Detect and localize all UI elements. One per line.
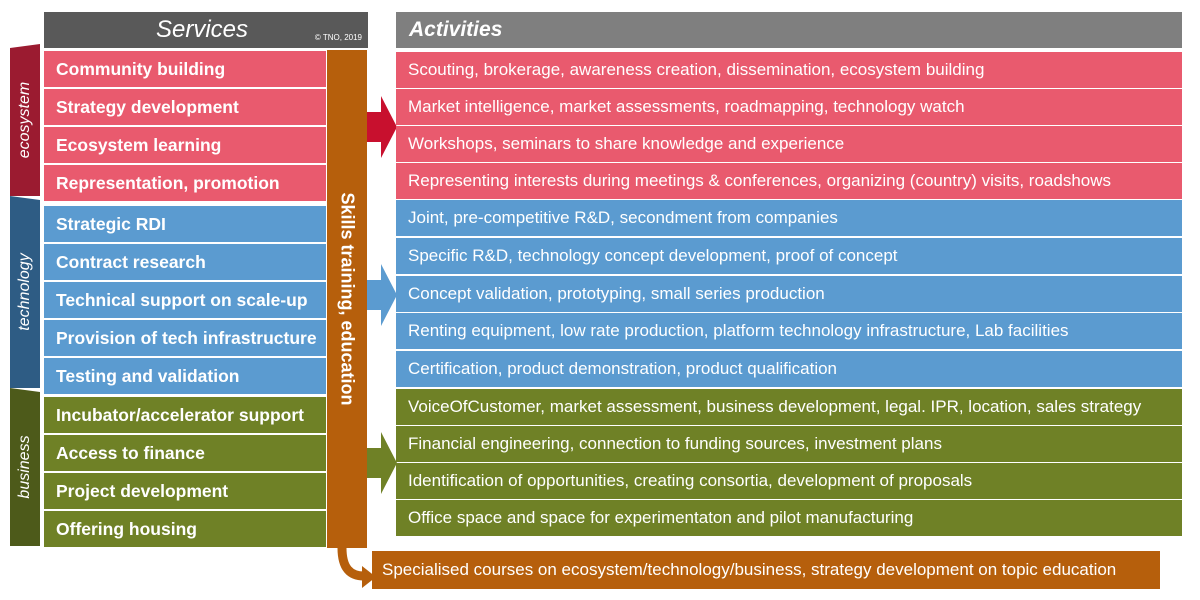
service-contract-research: Contract research bbox=[44, 244, 326, 280]
service-technical-support: Technical support on scale-up bbox=[44, 282, 326, 318]
category-technology-label: technology bbox=[16, 253, 33, 331]
technology-arrow-icon bbox=[367, 264, 397, 326]
category-technology-bar bbox=[10, 196, 40, 388]
activity-certification: Certification, product demonstration, pr… bbox=[396, 351, 1182, 387]
business-arrow-icon bbox=[367, 432, 397, 494]
activities-header: Activities bbox=[396, 12, 1182, 48]
service-community-building: Community building bbox=[44, 51, 326, 87]
activity-renting-equipment: Renting equipment, low rate production, … bbox=[396, 313, 1182, 349]
service-incubator-support: Incubator/accelerator support bbox=[44, 397, 326, 433]
services-title: Services bbox=[156, 16, 249, 43]
services-header: Services © TNO, 2019 bbox=[44, 12, 368, 48]
service-access-to-finance: Access to finance bbox=[44, 435, 326, 471]
service-tech-infrastructure: Provision of tech infrastructure bbox=[44, 320, 326, 356]
category-business: business bbox=[10, 388, 40, 546]
activity-workshops: Workshops, seminars to share knowledge a… bbox=[396, 126, 1182, 162]
service-representation-promotion: Representation, promotion bbox=[44, 165, 326, 201]
service-testing-validation: Testing and validation bbox=[44, 358, 326, 394]
courses-curved-arrow-icon bbox=[337, 547, 376, 588]
activity-scouting: Scouting, brokerage, awareness creation,… bbox=[396, 52, 1182, 88]
specialised-courses-bar: Specialised courses on ecosystem/technol… bbox=[372, 551, 1160, 589]
service-ecosystem-learning: Ecosystem learning bbox=[44, 127, 326, 163]
activity-specific-rd: Specific R&D, technology concept develop… bbox=[396, 238, 1182, 274]
activity-joint-rd: Joint, pre-competitive R&D, secondment f… bbox=[396, 200, 1182, 236]
category-ecosystem-bar bbox=[10, 44, 40, 196]
skills-training-column: Skills training, education bbox=[327, 50, 367, 548]
activity-financial-engineering: Financial engineering, connection to fun… bbox=[396, 426, 1182, 462]
category-business-label: business bbox=[16, 435, 33, 499]
skills-training-label: Skills training, education bbox=[337, 192, 358, 406]
activity-office-space: Office space and space for experimentato… bbox=[396, 500, 1182, 536]
activity-identification-opportunities: Identification of opportunities, creatin… bbox=[396, 463, 1182, 499]
category-ecosystem-label: ecosystem bbox=[16, 81, 33, 159]
activities-title: Activities bbox=[409, 18, 503, 41]
category-business-bar bbox=[10, 388, 40, 546]
specialised-courses-label: Specialised courses on ecosystem/technol… bbox=[382, 560, 1117, 579]
copyright-note: © TNO, 2019 bbox=[314, 33, 362, 42]
category-ecosystem: ecosystem bbox=[10, 44, 40, 196]
activity-market-intelligence: Market intelligence, market assessments,… bbox=[396, 89, 1182, 125]
service-strategic-rdi: Strategic RDI bbox=[44, 206, 326, 242]
service-offering-housing: Offering housing bbox=[44, 511, 326, 547]
activity-concept-validation: Concept validation, prototyping, small s… bbox=[396, 276, 1182, 312]
service-project-development: Project development bbox=[44, 473, 326, 509]
ecosystem-arrow-icon bbox=[367, 96, 397, 158]
category-technology: technology bbox=[10, 196, 40, 388]
activity-voice-of-customer: VoiceOfCustomer, market assessment, busi… bbox=[396, 389, 1182, 425]
activity-representing-interests: Representing interests during meetings &… bbox=[396, 163, 1182, 199]
service-strategy-development: Strategy development bbox=[44, 89, 326, 125]
